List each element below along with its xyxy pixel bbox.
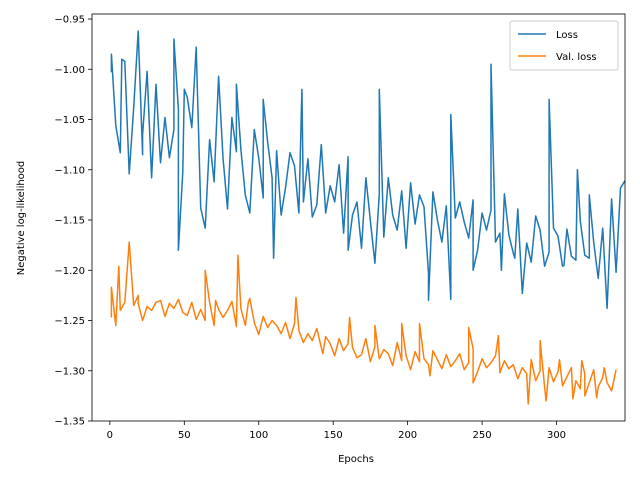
legend-label-val-loss: Val. loss — [556, 52, 597, 63]
series-line-loss — [110, 30, 626, 310]
y-tick-label: −1.10 — [54, 165, 85, 176]
y-tick-label: −0.95 — [54, 15, 85, 26]
y-tick-label: −1.05 — [54, 115, 85, 126]
y-tick-label: −1.35 — [54, 417, 85, 428]
y-tick-label: −1.25 — [54, 316, 85, 327]
y-axis: −1.35 −1.30 −1.25 −1.20 −1.15 −1.10 −1.05 −1.00… — [54, 15, 92, 428]
y-tick-label: −1.15 — [54, 216, 85, 227]
y-tick-label: −1.20 — [54, 266, 85, 277]
legend: Loss Val. loss — [509, 20, 619, 71]
x-tick-label: 0 — [107, 430, 113, 441]
x-tick-label: 250 — [473, 430, 492, 441]
x-tick-label: 150 — [324, 430, 343, 441]
x-tick-label: 50 — [178, 430, 191, 441]
x-axis: 0 50 100 150 200 250 300 — [107, 421, 566, 441]
series-line-val-loss — [110, 241, 617, 405]
y-axis-label: Negative log-likelihood — [16, 161, 27, 276]
legend-label-loss: Loss — [556, 30, 578, 41]
series-layer — [110, 30, 626, 405]
y-tick-label: −1.00 — [54, 65, 85, 76]
y-tick-label: −1.30 — [54, 366, 85, 377]
x-tick-label: 100 — [249, 430, 268, 441]
plot-frame — [91, 13, 626, 422]
x-tick-label: 300 — [547, 430, 566, 441]
x-tick-label: 200 — [398, 430, 417, 441]
x-axis-label: Epochs — [338, 454, 374, 465]
